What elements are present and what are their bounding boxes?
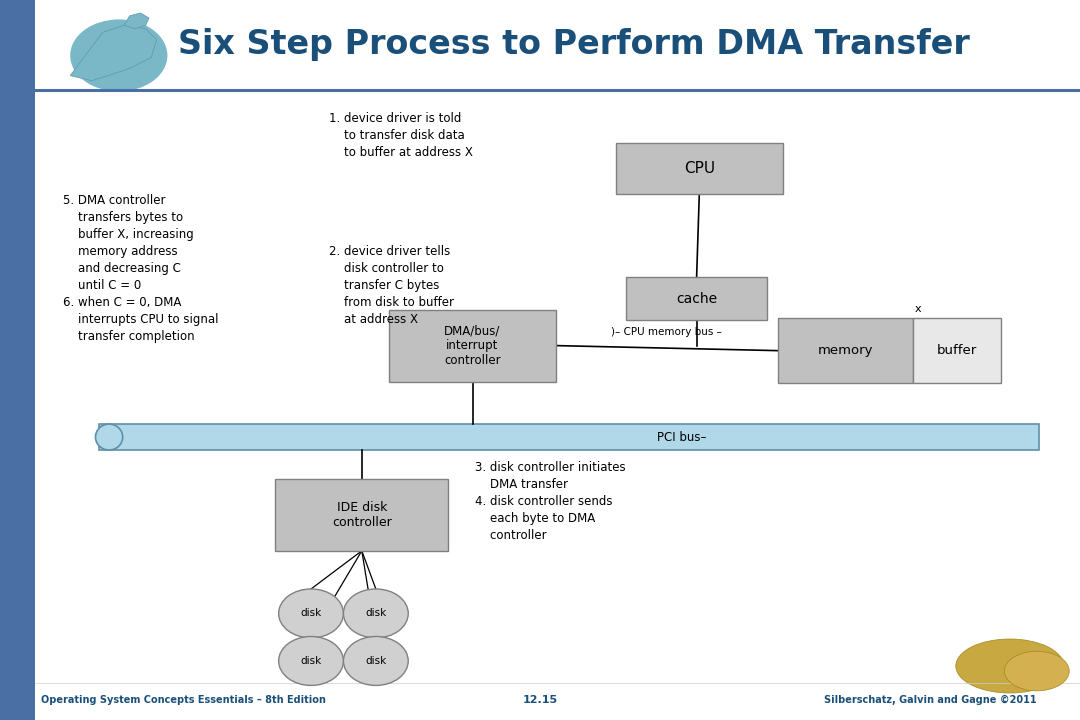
Text: 3. disk controller initiates
    DMA transfer
4. disk controller sends
    each : 3. disk controller initiates DMA transfe… (475, 461, 625, 541)
Text: memory: memory (818, 344, 873, 357)
Text: Silberschatz, Galvin and Gagne ©2011: Silberschatz, Galvin and Gagne ©2011 (824, 695, 1037, 705)
Text: PCI bus–: PCI bus– (658, 431, 706, 444)
Ellipse shape (95, 424, 123, 450)
Text: disk: disk (300, 656, 322, 666)
Text: 2. device driver tells
    disk controller to
    transfer C bytes
    from disk: 2. device driver tells disk controller t… (329, 245, 455, 325)
Bar (35, 90, 1080, 680)
Ellipse shape (343, 636, 408, 685)
Text: )– CPU memory bus –: )– CPU memory bus – (611, 327, 723, 337)
Text: IDE disk
controller: IDE disk controller (332, 501, 392, 528)
Ellipse shape (956, 639, 1064, 693)
Text: disk: disk (365, 608, 387, 618)
Text: x: x (915, 305, 921, 315)
Text: Operating System Concepts Essentials – 8th Edition: Operating System Concepts Essentials – 8… (41, 695, 326, 705)
Ellipse shape (343, 589, 408, 638)
Bar (778, 318, 913, 383)
Text: 1. device driver is told
    to transfer disk data
    to buffer at address X: 1. device driver is told to transfer dis… (329, 112, 473, 158)
Ellipse shape (70, 19, 167, 91)
Bar (99, 424, 1039, 450)
Ellipse shape (279, 636, 343, 685)
Text: disk: disk (300, 608, 322, 618)
Ellipse shape (1004, 651, 1069, 691)
Text: CPU: CPU (684, 161, 715, 176)
Text: cache: cache (676, 292, 717, 306)
Ellipse shape (279, 589, 343, 638)
Text: Six Step Process to Perform DMA Transfer: Six Step Process to Perform DMA Transfer (178, 28, 970, 61)
Bar (35, 0, 1080, 90)
Text: buffer: buffer (936, 344, 977, 357)
Text: 5. DMA controller
    transfers bytes to
    buffer X, increasing
    memory add: 5. DMA controller transfers bytes to buf… (63, 194, 218, 343)
Bar (275, 479, 448, 551)
Polygon shape (124, 13, 149, 29)
Bar (389, 310, 556, 382)
Polygon shape (70, 25, 157, 81)
Bar (0, 0, 35, 720)
Text: 12.15: 12.15 (523, 695, 557, 705)
Bar (626, 277, 767, 320)
Bar (913, 318, 1001, 383)
Bar (616, 143, 783, 194)
Text: disk: disk (365, 656, 387, 666)
Text: DMA/bus/
interrupt
controller: DMA/bus/ interrupt controller (444, 324, 501, 367)
